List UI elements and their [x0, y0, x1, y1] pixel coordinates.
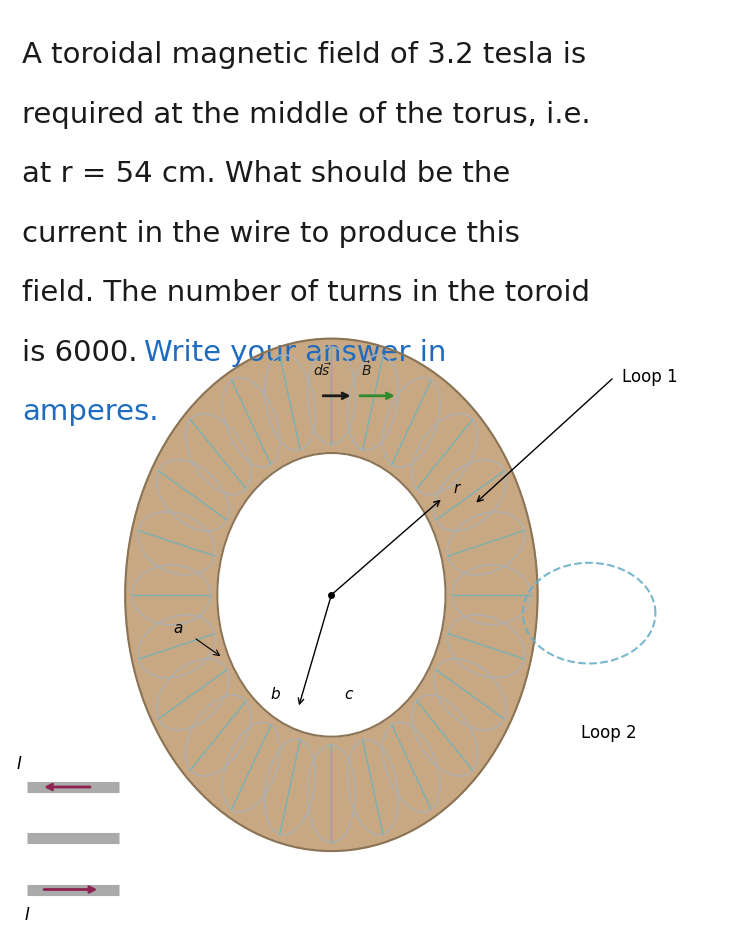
Text: r: r: [454, 482, 460, 496]
Text: current in the wire to produce this: current in the wire to produce this: [22, 219, 520, 247]
Text: Loop 2: Loop 2: [581, 724, 637, 742]
Text: Write your answer in: Write your answer in: [144, 339, 446, 367]
Text: amperes.: amperes.: [22, 398, 159, 426]
Circle shape: [218, 453, 446, 737]
Text: $d\vec{s}$: $d\vec{s}$: [313, 363, 332, 380]
Text: b: b: [270, 687, 280, 702]
Text: a: a: [174, 620, 183, 635]
Circle shape: [125, 339, 538, 851]
Text: is 6000.: is 6000.: [22, 339, 147, 367]
Text: at r = 54 cm. What should be the: at r = 54 cm. What should be the: [22, 160, 510, 188]
Text: required at the middle of the torus, i.e.: required at the middle of the torus, i.e…: [22, 101, 591, 129]
Text: c: c: [345, 686, 353, 702]
Circle shape: [218, 453, 446, 737]
Text: I: I: [16, 756, 22, 773]
Text: $\vec{B}$: $\vec{B}$: [361, 361, 372, 380]
Text: A toroidal magnetic field of 3.2 tesla is: A toroidal magnetic field of 3.2 tesla i…: [22, 41, 586, 69]
Text: field. The number of turns in the toroid: field. The number of turns in the toroid: [22, 279, 590, 307]
Text: I: I: [24, 906, 29, 924]
Text: Loop 1: Loop 1: [621, 368, 677, 386]
